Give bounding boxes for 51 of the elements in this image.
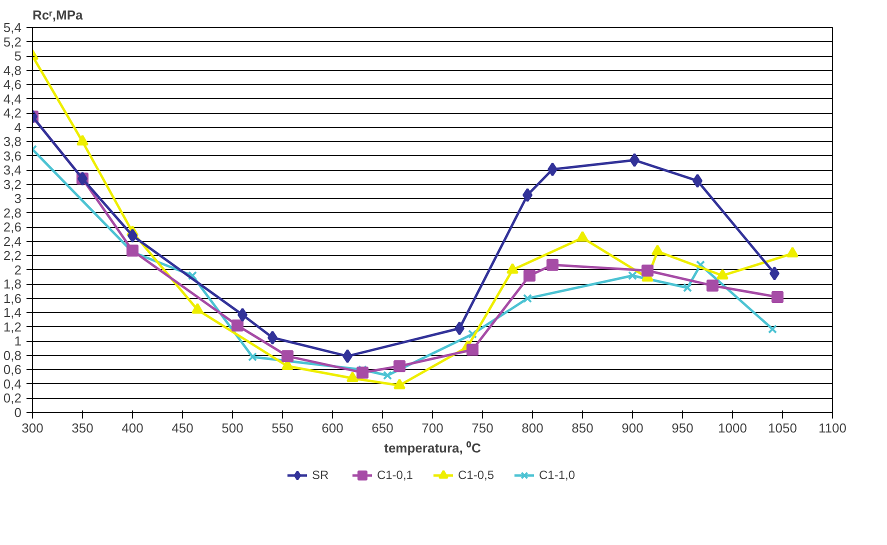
y-tick-label: 2	[14, 262, 22, 278]
y-tick-label: 5,4	[3, 20, 22, 35]
y-tick-label: 4	[14, 120, 22, 135]
legend-label: SR	[312, 468, 330, 482]
x-tick-label: 1000	[718, 420, 747, 436]
x-tick-label: 600	[322, 420, 344, 436]
legend-label: C1-0,5	[458, 468, 494, 482]
x-tick-label: 800	[522, 420, 544, 436]
y-tick-label: 4,6	[3, 77, 22, 92]
legend-label: C1-0,1	[376, 468, 413, 482]
x-tick-label: 900	[622, 420, 644, 436]
y-tick-label: 0,4	[3, 376, 22, 392]
y-tick-label: 1	[14, 334, 22, 349]
x-tick-label: 450	[172, 420, 194, 436]
x-axis-title: temperatura, ⁰C	[384, 440, 482, 456]
x-tick-label: 550	[272, 420, 294, 436]
y-tick-label: 2,2	[3, 248, 22, 264]
x-tick-label: 700	[422, 420, 444, 436]
x-tick-label: 400	[122, 420, 144, 436]
y-tick-label: 1,8	[3, 276, 22, 292]
y-tick-label: 0,6	[3, 362, 22, 378]
legend-label: C1-1,0	[539, 468, 576, 482]
y-tick-label: 2,4	[3, 234, 22, 249]
y-tick-label: 0,2	[3, 390, 22, 406]
x-tick-label: 500	[222, 420, 244, 436]
x-tick-label: 350	[72, 420, 94, 436]
y-tick-label: 4,4	[3, 91, 22, 106]
chart-title: Rcʳ,MPa	[32, 8, 84, 22]
y-tick-label: 1,2	[3, 319, 22, 334]
y-tick-label: 4,2	[3, 106, 22, 121]
x-tick-label: 950	[672, 420, 694, 436]
x-tick-label: 1100	[818, 420, 846, 436]
y-tick-label: 1,6	[3, 290, 22, 306]
x-tick-label: 650	[372, 420, 394, 436]
x-tick-label: 750	[472, 420, 494, 436]
x-tick-label: 300	[22, 420, 44, 436]
y-tick-label: 3,2	[3, 176, 22, 192]
y-tick-label: 1,4	[3, 305, 22, 320]
y-tick-label: 5	[14, 48, 22, 64]
x-tick-label: 1050	[768, 420, 797, 436]
y-tick-label: 5,2	[3, 34, 22, 50]
y-tick-label: 0	[14, 405, 22, 420]
y-tick-label: 2,6	[3, 220, 22, 235]
y-tick-label: 4,8	[3, 62, 22, 78]
y-tick-label: 3	[14, 191, 22, 206]
y-tick-label: 3,8	[3, 134, 22, 150]
y-tick-label: 3,6	[3, 148, 22, 164]
y-tick-label: 3,4	[3, 162, 22, 178]
x-tick-label: 850	[572, 420, 594, 436]
y-tick-label: 2,8	[3, 205, 22, 220]
y-tick-label: 0,8	[3, 348, 22, 363]
